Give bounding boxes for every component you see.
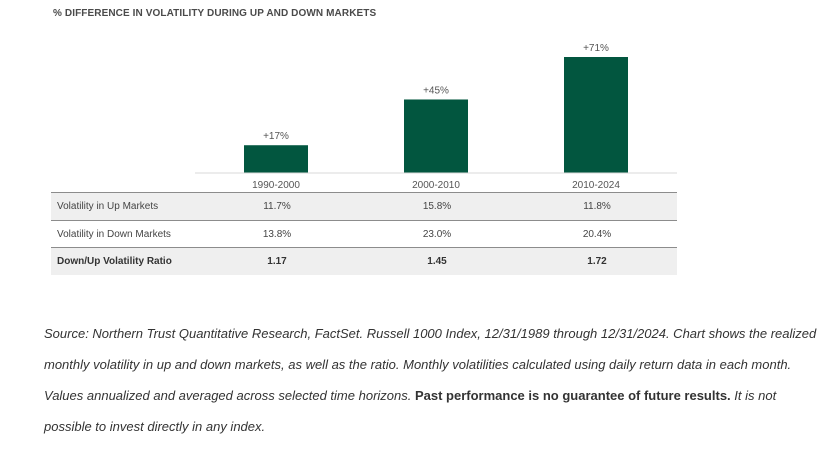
chart-title: % DIFFERENCE IN VOLATILITY DURING UP AND…	[53, 8, 377, 19]
bar-2000-2010	[404, 99, 468, 173]
row-label: Volatility in Down Markets	[57, 229, 171, 240]
cell-1990-2000: 11.7%	[263, 201, 291, 212]
bars-group: +17% +45% +71%	[244, 43, 628, 173]
x-tick-label-1990-2000: 1990-2000	[252, 180, 300, 191]
bar-1990-2000	[244, 145, 308, 173]
source-note: Source: Northern Trust Quantitative Rese…	[44, 318, 822, 442]
x-axis-labels: 1990-2000 2000-2010 2010-2024	[252, 180, 620, 191]
bar-2010-2024	[564, 57, 628, 173]
cell-2010-2024: 11.8%	[583, 201, 611, 212]
cell-2010-2024: 20.4%	[582, 229, 612, 240]
bar-chart: +17% +45% +71% 1990-2000 2000-2010 2010-2024	[195, 43, 677, 191]
x-tick-label-2010-2024: 2010-2024	[572, 180, 620, 191]
cell-2010-2024: 1.72	[587, 256, 607, 267]
cell-2000-2010: 23.0%	[422, 229, 452, 240]
row-label: Down/Up Volatility Ratio	[57, 256, 172, 267]
source-text-end: It is not possible to invest directly in…	[44, 388, 777, 434]
x-tick-label-2000-2010: 2000-2010	[412, 180, 460, 191]
cell-1990-2000: 1.17	[267, 256, 287, 267]
table-rule	[51, 220, 677, 221]
data-label-1990-2000: +17%	[263, 131, 289, 142]
source-text: Source: Northern Trust Quantitative Rese…	[44, 326, 817, 403]
table-row-up-markets: Volatility in Up Markets 11.7% 15.8% 11.…	[51, 193, 677, 220]
data-label-2000-2010: +45%	[423, 85, 449, 96]
table-row-down-markets: Volatility in Down Markets 13.8% 23.0% 2…	[51, 221, 677, 248]
row-label: Volatility in Up Markets	[57, 201, 159, 212]
disclaimer-bold: Past performance is no guarantee of futu…	[414, 388, 731, 403]
cell-2000-2010: 1.45	[427, 256, 447, 267]
table-rule	[51, 247, 677, 248]
cell-1990-2000: 13.8%	[262, 229, 292, 240]
cell-2000-2010: 15.8%	[422, 201, 452, 212]
table-top-rule	[51, 192, 677, 193]
data-label-2010-2024: +71%	[583, 43, 609, 54]
table-row-ratio: Down/Up Volatility Ratio 1.17 1.45 1.72	[51, 248, 677, 275]
